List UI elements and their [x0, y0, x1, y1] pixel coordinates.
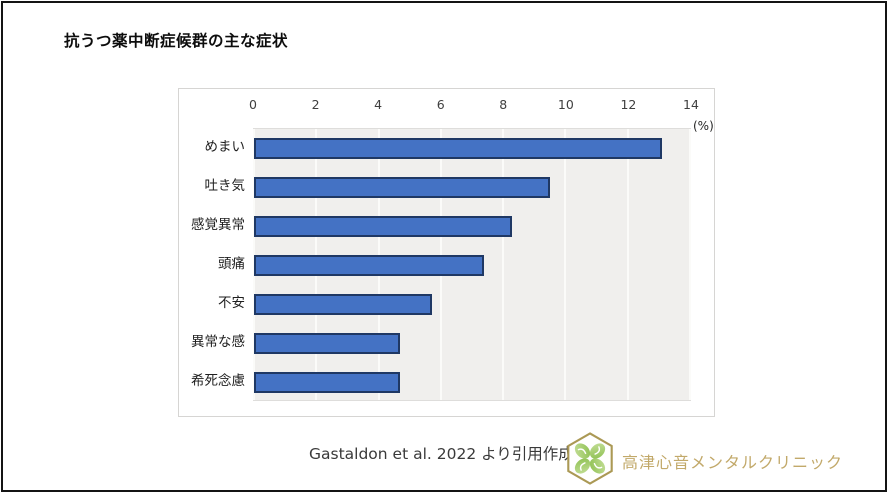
x-axis-tick-label: 0 [249, 97, 257, 112]
bar-rows [254, 129, 690, 400]
category-labels: めまい吐き気感覚異常頭痛不安異常な感希死念慮 [179, 128, 245, 401]
bar-1 [254, 177, 550, 198]
bar-3 [254, 255, 485, 276]
page-title: 抗うつ薬中断症候群の主な症状 [64, 32, 289, 50]
gridline [689, 129, 691, 400]
category-label: 頭痛 [218, 256, 245, 272]
plot-area [253, 128, 691, 401]
category-label: めまい [204, 139, 246, 155]
source-citation: Gastaldon et al. 2022 より引用作成 [309, 445, 574, 463]
bar-chart: 0 2 4 6 8 10 12 14 (%) めまい吐き気感覚異常頭痛不安異常な感希死念慮 [178, 88, 715, 417]
gridline [626, 129, 629, 400]
x-axis-tick-label: 8 [499, 97, 508, 112]
bar-4 [254, 294, 432, 315]
bar-row [254, 168, 690, 207]
bar-row [254, 324, 690, 363]
category-label: 異常な感 [191, 334, 245, 350]
x-axis-tick-label: 12 [620, 97, 637, 112]
category-label: 吐き気 [204, 178, 246, 194]
gridline [564, 129, 567, 400]
gridline [502, 129, 505, 400]
clinic-logo [563, 430, 617, 487]
bar-row [254, 207, 690, 246]
bar-row [254, 246, 690, 285]
x-axis-tick-label: 2 [311, 97, 320, 112]
bar-row [254, 285, 690, 324]
x-axis-ticks: 0 2 4 6 8 10 12 14 [179, 89, 714, 119]
bar-6 [254, 372, 401, 393]
bar-row [254, 363, 690, 402]
axis-unit-label: (%) [693, 119, 714, 133]
category-label: 不安 [218, 295, 245, 311]
bar-0 [254, 138, 662, 159]
category-label: 感覚異常 [191, 217, 245, 233]
x-axis-tick-label: 10 [557, 97, 574, 112]
clinic-name: 高津心音メンタルクリニック [622, 453, 844, 472]
bar-row [254, 129, 690, 168]
x-axis-tick-label: 4 [374, 97, 383, 112]
bar-5 [254, 333, 401, 354]
bar-2 [254, 216, 513, 237]
clover-hexagon-icon [567, 432, 613, 485]
x-axis-tick-label: 14 [683, 97, 699, 112]
category-label: 希死念慮 [191, 373, 245, 389]
x-axis-tick-label: 6 [436, 97, 445, 112]
